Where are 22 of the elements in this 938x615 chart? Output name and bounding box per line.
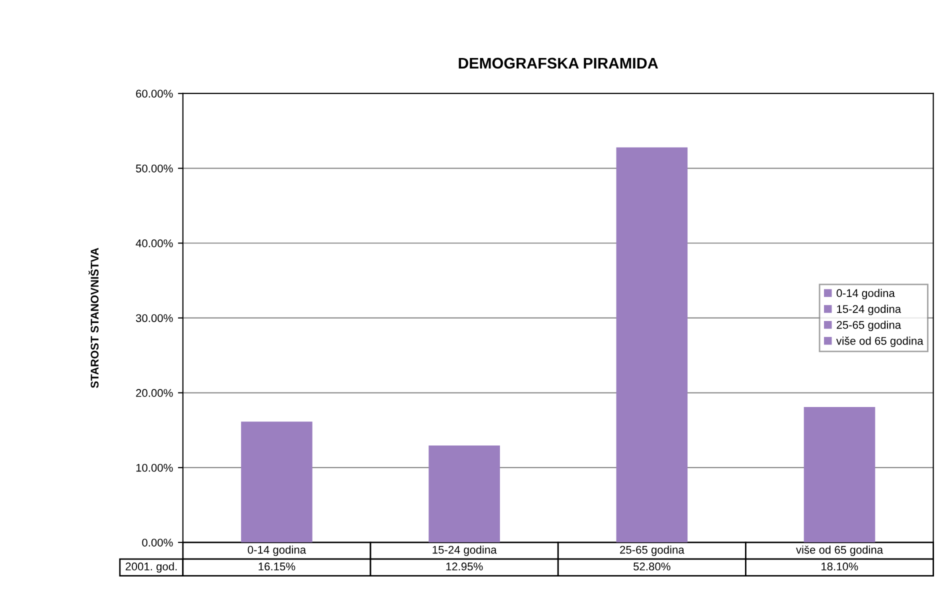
x-tick-label: 15-24 godina [432, 546, 497, 556]
text: 16.15% [258, 562, 296, 570]
legend-label: 25-65 godina [836, 320, 902, 332]
y-axis-title: STAROST STANOVNIŠTVA [88, 248, 99, 388]
text: 12.95% [446, 562, 483, 570]
legend-label: više od 65 godina [836, 336, 924, 348]
y-tick-label: 20.00% [136, 389, 173, 397]
y-tick-label: 30.00% [136, 314, 173, 322]
x-tick-label: 25-65 godina [620, 546, 684, 556]
y-tick-label: 10.00% [136, 464, 173, 472]
y-tick-label: 0.00% [142, 538, 173, 547]
text: 2001. god. [126, 562, 177, 573]
text: 18.10% [822, 562, 858, 570]
x-tick-label: 0-14 godina [248, 546, 306, 556]
y-tick-label: 40.00% [136, 239, 173, 248]
legend-label: 0-14 godina [836, 288, 895, 300]
chart-title: DEMOGRAFSKA PIRAMIDA [458, 58, 658, 69]
y-tick-label: 60.00% [136, 90, 173, 98]
legend-label: 15-24 godina [837, 304, 902, 316]
text: 52.80% [634, 562, 670, 570]
x-tick-label: više od 65 godina [796, 546, 884, 556]
y-tick-label: 50.00% [136, 164, 173, 172]
